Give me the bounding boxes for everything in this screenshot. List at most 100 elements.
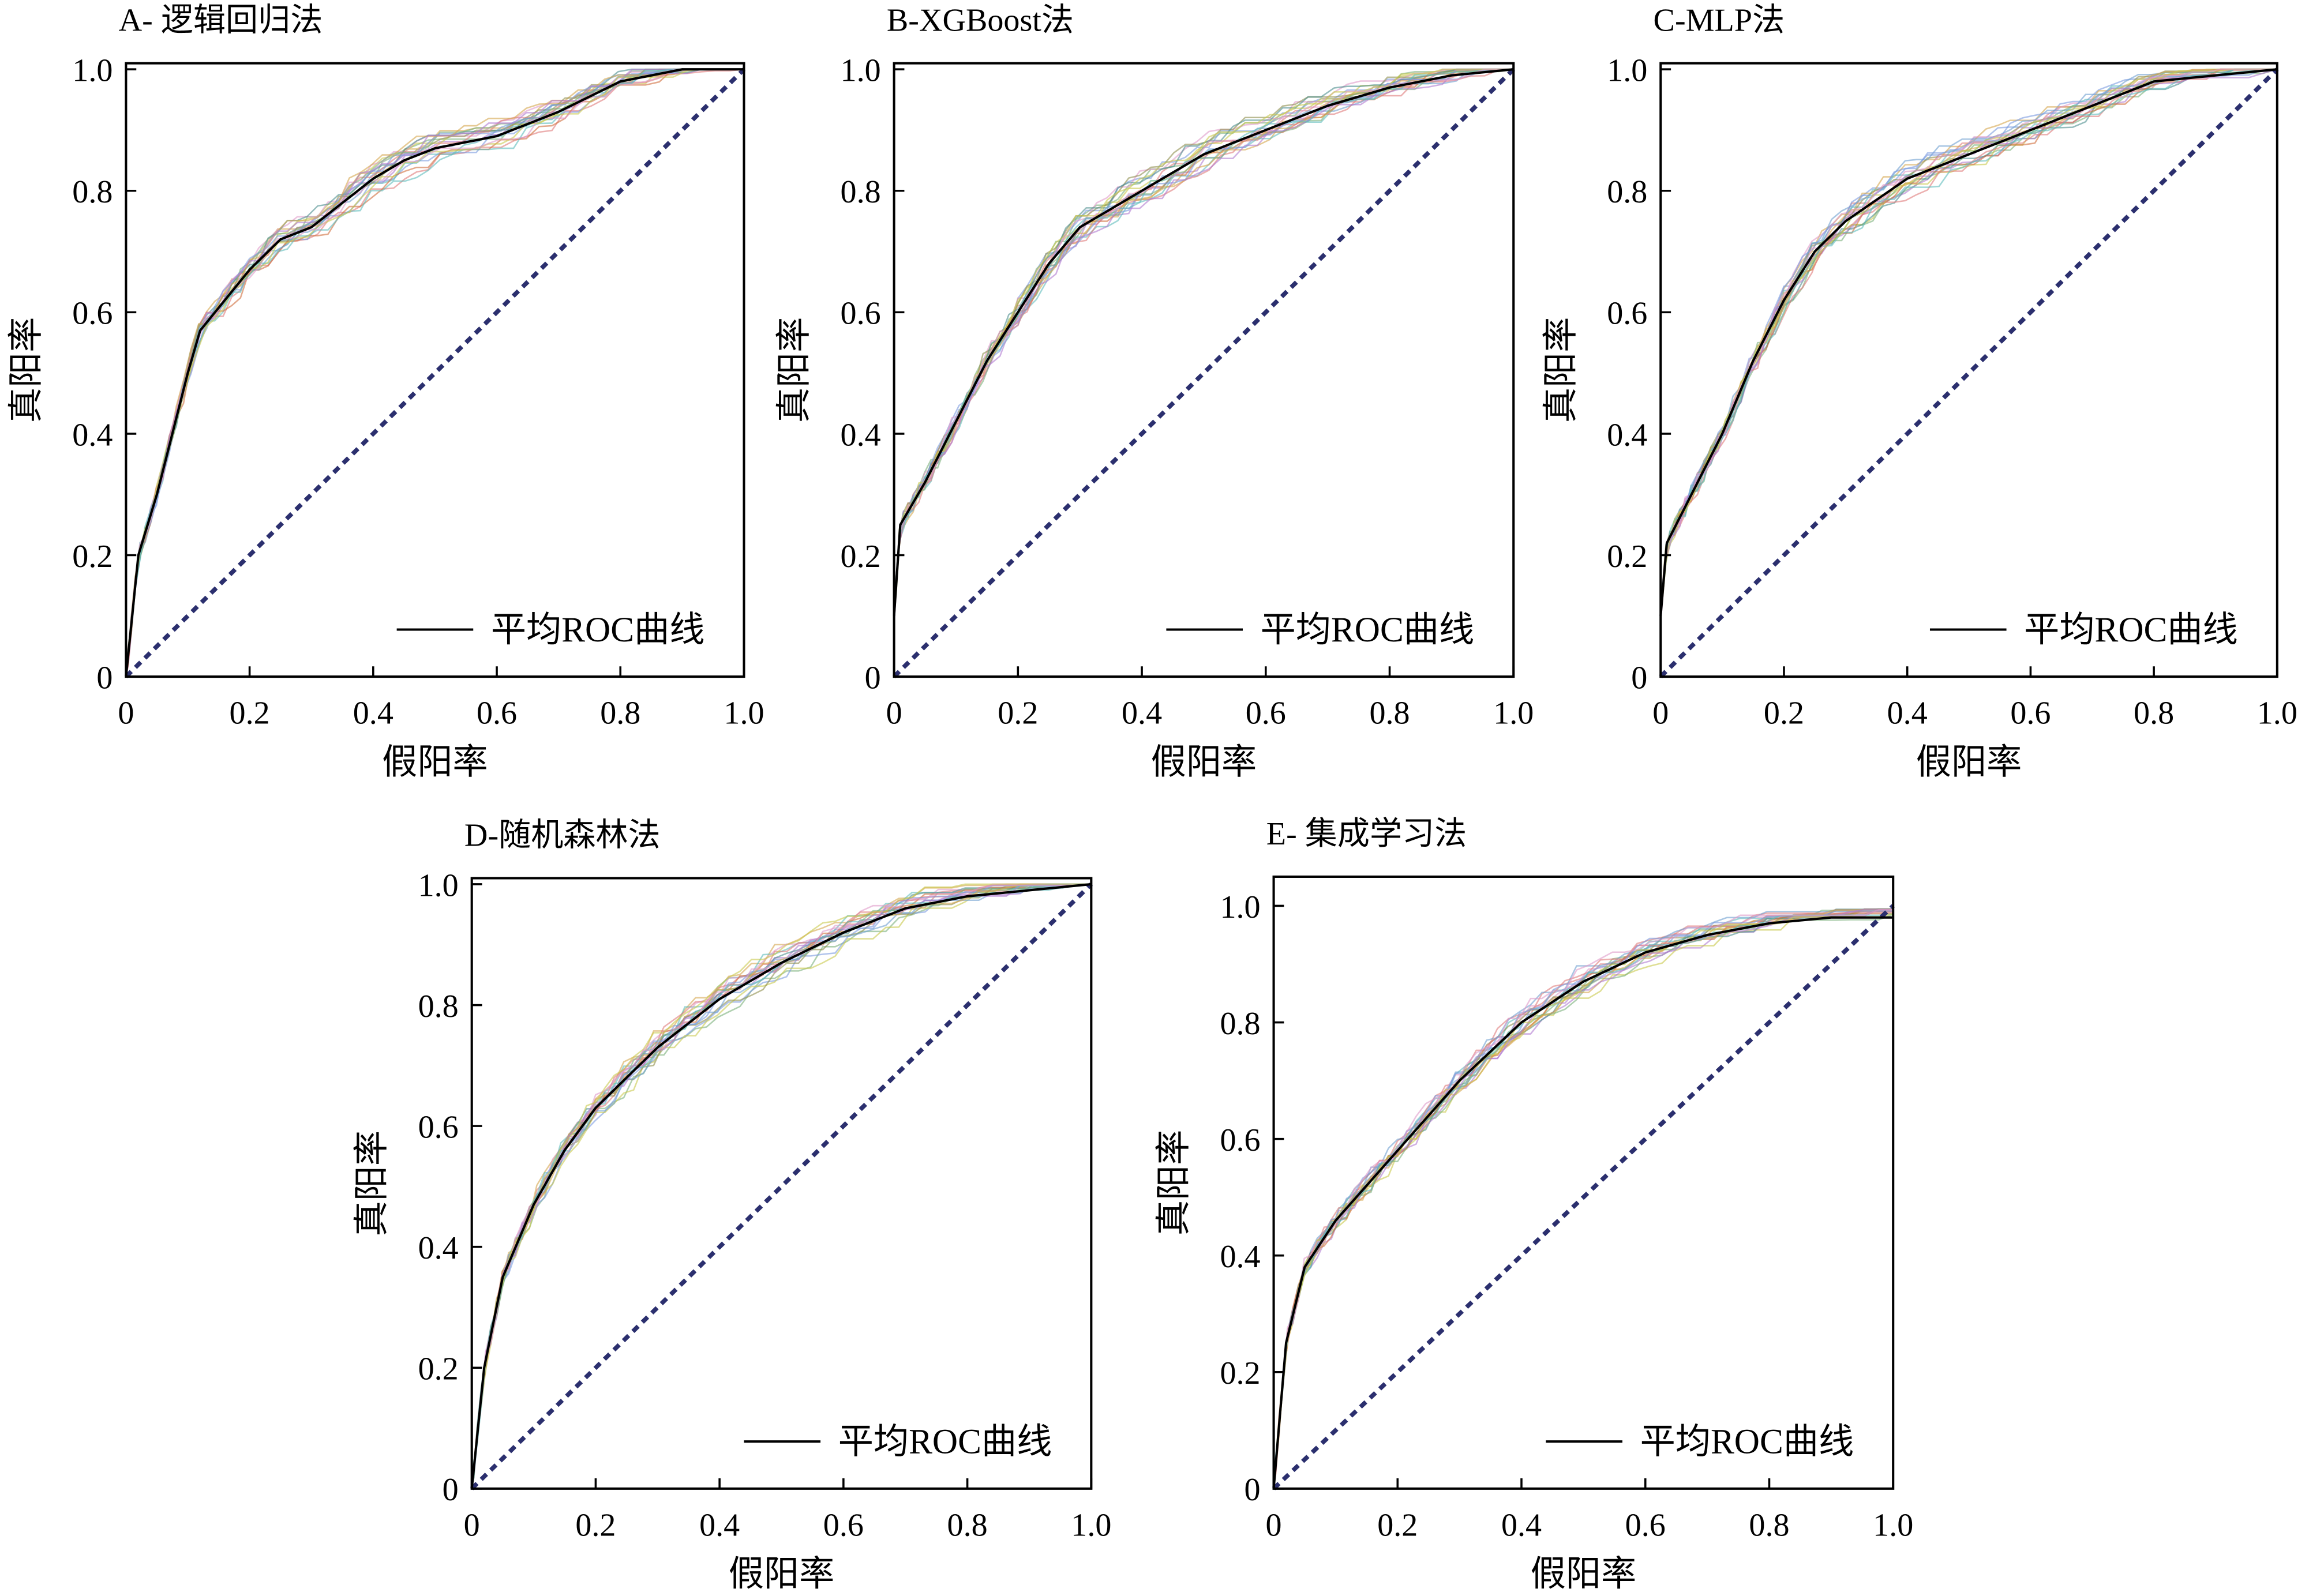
x-tick-label: 0.6: [477, 696, 517, 731]
x-tick-label: 0: [886, 696, 902, 731]
legend-label: 平均ROC曲线: [838, 1422, 1052, 1462]
x-tick-label: 0.6: [823, 1507, 864, 1543]
chance-diagonal-line: [1272, 904, 1895, 1490]
x-tick-label: 1.0: [1873, 1507, 1913, 1543]
y-tick-label: 0.2: [72, 539, 113, 574]
chart-title: E- 集成学习法: [1266, 816, 1467, 852]
y-tick-label: 1.0: [72, 53, 113, 89]
fold-roc-curve: [893, 68, 1514, 613]
fold-roc-curve: [893, 68, 1514, 621]
x-axis-label: 假阳率: [382, 742, 488, 782]
fold-roc-curve: [893, 68, 1514, 619]
chart-panel-d: D-随机森林法 0 0.2 0.4 0.6 0.8 1.0 0 0.2 0.4 0.6 0.8 1.0 假…: [353, 817, 1112, 1594]
x-tick-label: 0.2: [575, 1507, 616, 1543]
fold-roc-curve: [893, 68, 1514, 619]
x-tick-label: 1.0: [1071, 1507, 1111, 1543]
fold-roc-curve: [893, 68, 1514, 613]
x-tick-label: 0: [464, 1507, 480, 1543]
fold-roc-curve: [893, 68, 1514, 625]
fold-roc-curve: [893, 68, 1514, 611]
chart-title: A- 逻辑回归法: [119, 3, 323, 39]
x-axis-label: 假阳率: [1531, 1554, 1637, 1594]
legend-label: 平均ROC曲线: [1640, 1422, 1854, 1462]
fold-roc-curve: [893, 69, 1514, 622]
y-tick-label: 0: [865, 660, 881, 696]
fold-roc-curve: [893, 68, 1514, 623]
y-tick-label: 0.4: [1607, 417, 1647, 453]
plot-frame: [470, 877, 1093, 1490]
y-axis-label: 真阳率: [6, 317, 46, 423]
x-tick-label: 0.6: [1246, 696, 1286, 731]
fold-roc-curve: [1273, 913, 1894, 1489]
y-tick-label: 0.6: [72, 296, 113, 332]
y-axis-label: 真阳率: [1154, 1130, 1194, 1236]
chart-title: D-随机森林法: [464, 817, 661, 853]
fold-roc-curve: [893, 68, 1514, 616]
fold-roc-curve: [471, 883, 1092, 1489]
y-tick-label: 0.8: [841, 174, 881, 210]
y-tick-label: 0.4: [418, 1230, 459, 1266]
x-tick-label: 0.4: [1122, 696, 1162, 731]
chance-diagonal-line: [470, 883, 1093, 1490]
fold-roc-curve: [893, 68, 1514, 615]
chance-diagonal-line: [124, 67, 746, 678]
y-tick-label: 1.0: [418, 868, 459, 903]
legend-label: 平均ROC曲线: [491, 610, 705, 649]
fold-roc-curve: [1660, 68, 2277, 619]
plot-frame: [125, 62, 745, 678]
x-tick-label: 0.2: [230, 696, 270, 731]
y-tick-label: 0.6: [1220, 1122, 1260, 1158]
fold-roc-curve: [893, 68, 1514, 620]
legend-label: 平均ROC曲线: [2024, 610, 2238, 649]
fold-roc-curve: [1660, 68, 2277, 622]
chart-panel-e: E- 集成学习法 0 0.2 0.4 0.6 0.8 1.0 0 0.2 0.4 0.6 0.8 1.0…: [1154, 816, 1914, 1594]
fold-roc-curve: [893, 68, 1514, 621]
y-tick-label: 0.2: [1220, 1355, 1260, 1391]
legend-label: 平均ROC曲线: [1261, 610, 1475, 649]
y-tick-label: 0.2: [1607, 539, 1647, 574]
fold-roc-curve: [1660, 68, 2277, 618]
x-tick-label: 0: [118, 696, 134, 731]
y-axis-label: 真阳率: [353, 1131, 392, 1237]
fold-roc-curve: [893, 68, 1514, 623]
chart-panel-a: A- 逻辑回归法 0 0.2 0.4 0.6 0.8 1.0 0 0.2 0.4 0.6 0.8 1.0…: [6, 3, 764, 782]
plot-frame: [1272, 875, 1895, 1490]
fold-roc-curve: [893, 68, 1514, 608]
x-tick-label: 0.8: [1749, 1507, 1789, 1543]
fold-roc-curve: [1660, 68, 2278, 622]
mean-roc-curve: [1659, 68, 2278, 616]
y-tick-label: 0.8: [1220, 1006, 1260, 1042]
fold-roc-curve: [893, 68, 1514, 624]
fold-roc-curve: [1273, 909, 1894, 1489]
fold-roc-curve: [125, 68, 744, 671]
y-tick-label: 0: [443, 1472, 459, 1508]
x-axis-label: 假阳率: [1151, 742, 1257, 782]
fold-roc-curve: [471, 883, 1092, 1488]
x-tick-label: 0.4: [699, 1507, 740, 1543]
x-tick-label: 1.0: [1493, 696, 1534, 731]
x-tick-label: 0.6: [2010, 696, 2051, 731]
x-tick-label: 1.0: [724, 696, 764, 731]
y-tick-label: 0: [96, 660, 113, 696]
x-tick-label: 0.2: [998, 696, 1038, 731]
y-tick-label: 0.6: [1607, 296, 1647, 332]
mean-roc-curve: [893, 68, 1514, 616]
y-tick-label: 1.0: [841, 53, 881, 89]
chart-panel-b: B-XGBoost法 0 0.2 0.4 0.6 0.8 1.0 0 0.2 0.4 0.6 0.8 1…: [775, 3, 1534, 782]
chance-diagonal-line: [1659, 67, 2279, 678]
y-tick-label: 1.0: [1220, 889, 1260, 925]
y-tick-label: 0.4: [1220, 1239, 1260, 1275]
mean-roc-curve: [125, 68, 744, 677]
x-tick-label: 1.0: [2257, 696, 2297, 731]
x-tick-label: 0: [1266, 1507, 1282, 1543]
y-axis-label: 真阳率: [775, 317, 814, 423]
chart-title: C-MLP法: [1654, 3, 1785, 39]
fold-roc-curve: [125, 68, 744, 677]
x-axis-label: 假阳率: [729, 1554, 835, 1594]
fold-roc-curve: [471, 884, 1092, 1486]
y-tick-label: 0.2: [841, 539, 881, 574]
x-tick-label: 0.8: [947, 1507, 988, 1543]
y-tick-label: 0.2: [418, 1351, 459, 1387]
x-tick-label: 0.4: [1887, 696, 1928, 731]
